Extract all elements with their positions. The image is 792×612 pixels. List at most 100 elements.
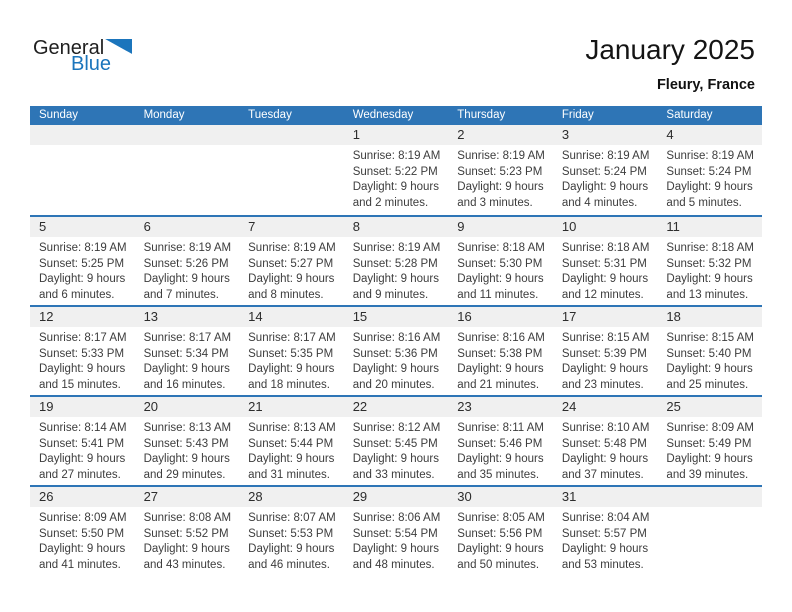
daylight-text-cont: and 11 minutes. xyxy=(457,288,539,301)
daylight-text-cont: and 50 minutes. xyxy=(457,558,540,571)
day-cell-empty xyxy=(657,487,762,575)
sunrise-text: Sunrise: 8:19 AM xyxy=(457,150,545,162)
day-number: 1 xyxy=(343,125,449,145)
day-number xyxy=(30,125,135,145)
sunrise-text: Sunrise: 8:17 AM xyxy=(143,332,232,344)
daylight-text-cont: and 8 minutes. xyxy=(248,288,324,301)
day-cell-empty xyxy=(30,125,135,215)
sunset-text: Sunset: 5:57 PM xyxy=(561,527,647,540)
sunrise-text: Sunrise: 8:17 AM xyxy=(39,332,127,344)
daylight-text: Daylight: 9 hours xyxy=(561,543,649,555)
sunrise-text: Sunrise: 8:18 AM xyxy=(457,242,545,254)
daylight-text: Daylight: 9 hours xyxy=(39,453,126,465)
sunset-text: Sunset: 5:38 PM xyxy=(457,347,543,360)
day-number: 27 xyxy=(134,487,240,507)
sunset-text: Sunset: 5:35 PM xyxy=(248,347,334,360)
sunset-text: Sunset: 5:53 PM xyxy=(248,527,334,540)
sunrise-text: Sunrise: 8:19 AM xyxy=(248,242,336,254)
daylight-text-cont: and 53 minutes. xyxy=(561,558,644,571)
sunrise-text: Sunrise: 8:15 AM xyxy=(561,332,650,344)
daylight-text: Daylight: 9 hours xyxy=(143,543,230,555)
daylight-text-cont: and 9 minutes. xyxy=(352,288,429,301)
daylight-text-cont: and 15 minutes. xyxy=(39,378,121,391)
weekday-header-friday: Friday xyxy=(561,109,594,121)
sunrise-text: Sunrise: 8:13 AM xyxy=(143,422,232,434)
sunrise-text: Sunrise: 8:19 AM xyxy=(39,242,127,254)
day-details: Sunrise: 8:16 AM Sunset: 5:38 PM Daylight:… xyxy=(448,327,553,393)
sunset-text: Sunset: 5:52 PM xyxy=(143,527,229,540)
day-cell-9: 9 Sunrise: 8:18 AM Sunset: 5:30 PM Daylight… xyxy=(448,217,553,305)
sunset-text: Sunset: 5:22 PM xyxy=(352,165,438,178)
daylight-text-cont: and 2 minutes. xyxy=(352,196,429,209)
day-details xyxy=(135,145,240,149)
day-number xyxy=(239,125,344,145)
day-details xyxy=(30,145,135,149)
daylight-text-cont: and 3 minutes. xyxy=(457,196,533,209)
daylight-text: Daylight: 9 hours xyxy=(143,273,230,285)
daylight-text: Daylight: 9 hours xyxy=(352,273,439,285)
daylight-text: Daylight: 9 hours xyxy=(666,363,753,375)
daylight-text: Daylight: 9 hours xyxy=(248,273,335,285)
day-details: Sunrise: 8:07 AM Sunset: 5:53 PM Daylight:… xyxy=(239,507,344,573)
day-cell-29: 29 Sunrise: 8:06 AM Sunset: 5:54 PM Dayligh… xyxy=(343,487,449,575)
day-details: Sunrise: 8:12 AM Sunset: 5:45 PM Daylight:… xyxy=(344,417,449,483)
day-details: Sunrise: 8:09 AM Sunset: 5:49 PM Daylight:… xyxy=(657,417,762,483)
sunset-text: Sunset: 5:49 PM xyxy=(666,437,752,450)
sunset-text: Sunset: 5:36 PM xyxy=(352,347,438,360)
day-details: Sunrise: 8:06 AM Sunset: 5:54 PM Daylight:… xyxy=(344,507,449,573)
day-details: Sunrise: 8:15 AM Sunset: 5:40 PM Daylight:… xyxy=(657,327,762,393)
day-number: 6 xyxy=(134,217,240,237)
sunset-text: Sunset: 5:25 PM xyxy=(39,257,125,270)
daylight-text: Daylight: 9 hours xyxy=(352,363,439,375)
sunset-text: Sunset: 5:50 PM xyxy=(39,527,125,540)
day-number xyxy=(134,125,240,145)
location-subtitle: Fleury, France xyxy=(656,77,755,93)
sunrise-text: Sunrise: 8:19 AM xyxy=(666,150,754,162)
day-cell-18: 18 Sunrise: 8:15 AM Sunset: 5:40 PM Dayligh… xyxy=(657,307,762,395)
sunset-text: Sunset: 5:40 PM xyxy=(666,347,752,360)
day-number: 16 xyxy=(448,307,553,327)
daylight-text-cont: and 18 minutes. xyxy=(248,378,330,391)
daylight-text: Daylight: 9 hours xyxy=(248,543,335,555)
day-number: 31 xyxy=(552,487,658,507)
sunset-text: Sunset: 5:43 PM xyxy=(143,437,229,450)
day-number: 17 xyxy=(552,307,658,327)
daylight-text: Daylight: 9 hours xyxy=(666,453,753,465)
daylight-text-cont: and 37 minutes. xyxy=(561,468,644,481)
sunrise-text: Sunrise: 8:16 AM xyxy=(457,332,545,344)
day-details: Sunrise: 8:19 AM Sunset: 5:28 PM Daylight:… xyxy=(344,237,449,303)
logo-triangle-icon xyxy=(105,39,133,54)
sunset-text: Sunset: 5:54 PM xyxy=(352,527,438,540)
day-details: Sunrise: 8:11 AM Sunset: 5:46 PM Daylight:… xyxy=(448,417,553,483)
daylight-text-cont: and 6 minutes. xyxy=(39,288,115,301)
day-cell-empty xyxy=(134,125,240,215)
day-cell-28: 28 Sunrise: 8:07 AM Sunset: 5:53 PM Dayligh… xyxy=(239,487,344,575)
day-details: Sunrise: 8:18 AM Sunset: 5:30 PM Daylight:… xyxy=(448,237,553,303)
daylight-text: Daylight: 9 hours xyxy=(561,273,649,285)
general-blue-logo: General Blue xyxy=(33,38,133,74)
daylight-text-cont: and 33 minutes. xyxy=(352,468,435,481)
day-cell-6: 6 Sunrise: 8:19 AM Sunset: 5:26 PM Daylight… xyxy=(134,217,240,305)
day-cell-24: 24 Sunrise: 8:10 AM Sunset: 5:48 PM Dayligh… xyxy=(552,397,658,485)
sunrise-text: Sunrise: 8:06 AM xyxy=(352,512,441,524)
day-details xyxy=(657,507,762,511)
week-row: 26 Sunrise: 8:09 AM Sunset: 5:50 PM Dayligh… xyxy=(30,485,762,575)
day-details: Sunrise: 8:17 AM Sunset: 5:34 PM Daylight:… xyxy=(135,327,240,393)
day-cell-4: 4 Sunrise: 8:19 AM Sunset: 5:24 PM Daylight… xyxy=(657,125,762,215)
day-number: 22 xyxy=(343,397,449,417)
day-details: Sunrise: 8:17 AM Sunset: 5:33 PM Daylight:… xyxy=(30,327,135,393)
sunrise-text: Sunrise: 8:10 AM xyxy=(561,422,650,434)
daylight-text-cont: and 41 minutes. xyxy=(39,558,121,571)
daylight-text-cont: and 35 minutes. xyxy=(457,468,540,481)
day-number: 4 xyxy=(657,125,762,145)
day-details: Sunrise: 8:13 AM Sunset: 5:44 PM Daylight:… xyxy=(239,417,344,483)
day-details: Sunrise: 8:15 AM Sunset: 5:39 PM Daylight:… xyxy=(553,327,658,393)
day-details: Sunrise: 8:16 AM Sunset: 5:36 PM Daylight:… xyxy=(344,327,449,393)
daylight-text-cont: and 39 minutes. xyxy=(666,468,749,481)
week-row: 5 Sunrise: 8:19 AM Sunset: 5:25 PM Daylight… xyxy=(30,215,762,305)
sunset-text: Sunset: 5:45 PM xyxy=(352,437,438,450)
day-number: 18 xyxy=(657,307,762,327)
day-number: 15 xyxy=(343,307,449,327)
day-details: Sunrise: 8:19 AM Sunset: 5:27 PM Daylight:… xyxy=(239,237,344,303)
daylight-text: Daylight: 9 hours xyxy=(666,181,753,193)
